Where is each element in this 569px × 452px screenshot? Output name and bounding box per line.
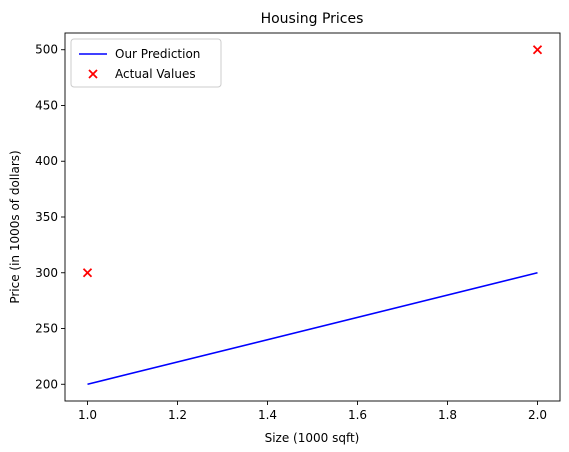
actual-value-point: [532, 45, 543, 55]
y-tick-label: 350: [35, 210, 58, 224]
x-tick-label: 1.6: [348, 408, 367, 422]
legend-entry: Our Prediction: [79, 47, 200, 61]
y-tick-label: 500: [35, 43, 58, 57]
y-axis-label: Price (in 1000s of dollars): [8, 150, 22, 303]
plot-area: [82, 45, 543, 386]
x-axis-label: Size (1000 sqft): [265, 431, 360, 445]
y-tick-label: 300: [35, 266, 58, 280]
legend-marker-swatch: [88, 69, 98, 79]
y-tick-label: 250: [35, 322, 58, 336]
legend-label: Our Prediction: [115, 47, 200, 61]
y-tick-label: 200: [35, 377, 58, 391]
legend-box: [70, 38, 222, 88]
prediction-line: [87, 271, 538, 386]
y-tick-label: 450: [35, 98, 58, 112]
legend-entry: Actual Values: [88, 67, 196, 81]
x-tick-label: 1.2: [168, 408, 187, 422]
x-tick-label: 1.4: [258, 408, 277, 422]
y-tick-label: 400: [35, 154, 58, 168]
ticks: 1.0 1.2 1.4 1.6 1.8 2.0 200 250 300 350 400 450 500: [35, 43, 547, 422]
legend: Our Prediction Actual Values: [70, 38, 222, 88]
x-tick-label: 1.8: [438, 408, 457, 422]
x-tick-label: 2.0: [528, 408, 547, 422]
chart-title: Housing Prices: [261, 11, 364, 27]
legend-label: Actual Values: [115, 67, 196, 81]
x-tick-label: 1.0: [78, 408, 97, 422]
actual-value-point: [82, 268, 93, 278]
